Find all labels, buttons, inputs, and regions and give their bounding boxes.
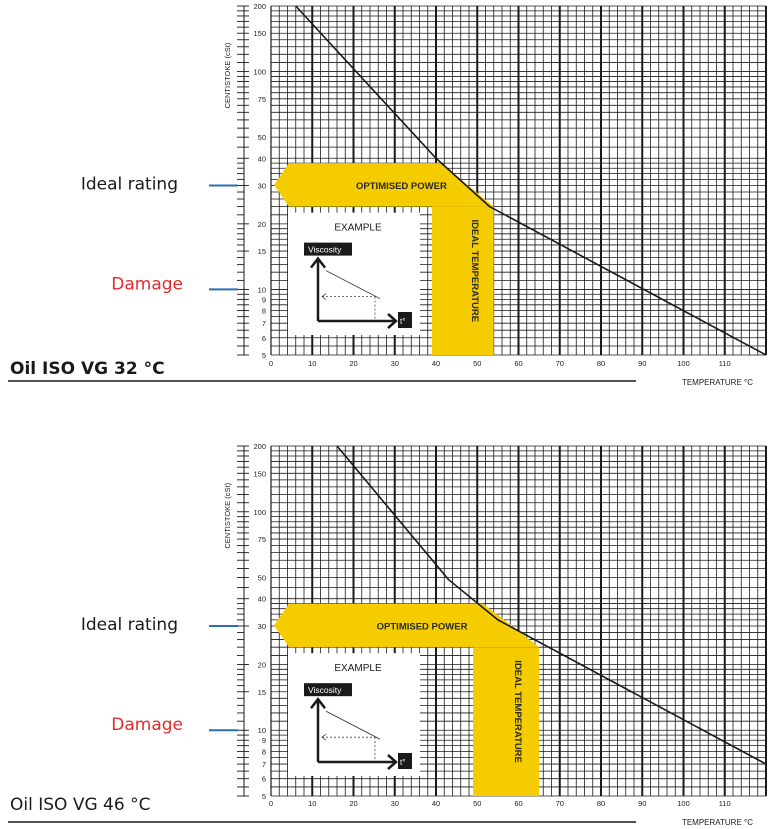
y-tick-label: 75 [258,535,266,544]
damage-label: Damage [111,274,183,294]
y-tick-label: 40 [258,154,266,163]
y-tick-label: 100 [253,508,266,517]
x-tick-label: 20 [349,359,357,368]
y-tick-label: 5 [262,351,266,360]
ideal-temperature-band [473,647,540,796]
x-tick-label: 90 [638,359,646,368]
example-curve [325,270,381,299]
x-tick-label: 20 [349,799,357,808]
x-tick-label: 40 [432,799,440,808]
y-tick-label: 150 [253,469,266,478]
x-tick-label: 70 [556,359,564,368]
ideal-temperature-label: IDEAL TEMPERATURE [512,660,523,763]
example-curve [325,710,381,740]
x-tick-label: 90 [638,799,646,808]
x-tick-label: 40 [432,359,440,368]
x-tick-label: 70 [556,799,564,808]
ideal-temperature-band [431,206,494,355]
x-tick-label: 10 [308,359,316,368]
y-tick-label: 6 [262,775,266,784]
y-tick-label: 7 [262,760,266,769]
y-tick-label: 7 [262,319,266,328]
x-tick-label: 80 [597,359,605,368]
optimised-power-band [274,163,494,207]
y-tick-label: 200 [253,442,266,451]
ideal-rating-label: Ideal rating [81,174,178,194]
x-tick-label: 100 [677,359,690,368]
y-tick-label: 9 [262,295,266,304]
optimised-power-band [274,603,540,648]
damage-label: Damage [111,715,183,735]
x-tick-label: 50 [473,359,481,368]
temp-tag-label: t° [400,758,405,767]
y-tick-label: 200 [253,2,266,11]
ideal-temperature-label: IDEAL TEMPERATURE [469,220,480,323]
y-tick-label: 30 [258,181,266,190]
y-tick-label: 15 [258,247,266,256]
y-axis-title: CENTISTOKE (cSt) [223,482,232,548]
temp-tag-label: t° [400,317,405,326]
y-tick-label: 75 [258,95,266,104]
y-tick-label: 50 [258,133,266,142]
viscosity-tag [304,683,352,697]
x-tick-label: 100 [677,799,690,808]
viscosity-tag [304,242,352,256]
example-inset: EXAMPLE Viscosity t° [288,212,420,335]
x-tick-label: 110 [719,799,731,808]
viscosity-curve [336,445,767,765]
viscosity-tag-label: Viscosity [308,245,342,255]
chart-title: Oil ISO VG 46 °C [10,795,150,815]
example-dash-arrow [321,733,327,741]
x-tick-label: 10 [308,799,316,808]
viscosity-tag-label: Viscosity [308,685,342,695]
x-arrow-head [387,754,398,770]
x-axis-title: TEMPERATURE °C [682,818,753,827]
y-axis-title: CENTISTOKE (cSt) [223,42,232,108]
y-tick-label: 6 [262,334,266,343]
example-dash-arrow [321,293,327,300]
y-tick-label: 20 [258,220,266,229]
x-axis-title: TEMPERATURE °C [682,378,753,387]
example-inset: EXAMPLE Viscosity t° [288,653,420,776]
x-tick-label: 0 [269,359,273,368]
x-arrow-head [387,313,398,329]
example-title: EXAMPLE [334,223,382,234]
y-tick-label: 10 [258,285,266,294]
x-tick-label: 60 [514,359,522,368]
y-tick-label: 50 [258,574,266,583]
temp-tag [398,312,412,328]
x-tick-label: 80 [597,799,605,808]
y-tick-label: 9 [262,736,266,745]
example-title: EXAMPLE [334,663,382,674]
y-tick-label: 15 [258,688,266,697]
viscosity-curve [295,5,767,356]
optimised-power-label: OPTIMISED POWER [377,621,468,632]
y-tick-label: 40 [258,595,266,604]
y-tick-label: 150 [253,29,266,38]
y-tick-label: 8 [262,307,266,316]
x-tick-label: 60 [514,799,522,808]
x-tick-label: 110 [719,359,731,368]
y-tick-label: 5 [262,792,266,801]
x-tick-label: 50 [473,799,481,808]
y-tick-label: 10 [258,726,266,735]
y-tick-label: 8 [262,747,266,756]
optimised-power-label: OPTIMISED POWER [356,181,447,192]
x-tick-label: 30 [391,359,399,368]
x-tick-label: 30 [391,799,399,808]
ideal-rating-label: Ideal rating [81,615,178,635]
temp-tag [398,753,412,769]
y-tick-label: 30 [258,622,266,631]
x-tick-label: 0 [269,799,273,808]
chart-title: Oil ISO VG 32 °C [10,359,165,379]
y-tick-label: 100 [253,68,266,77]
y-tick-label: 20 [258,660,266,669]
